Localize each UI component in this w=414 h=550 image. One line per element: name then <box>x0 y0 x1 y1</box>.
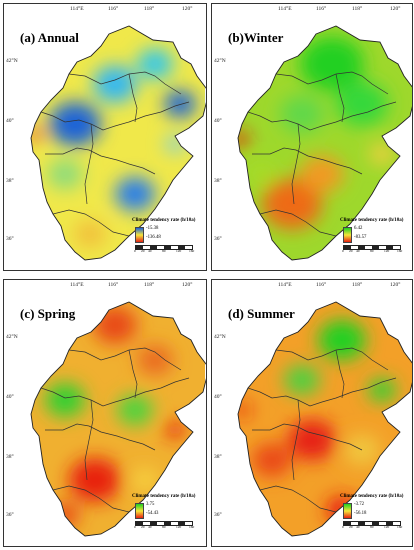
panel-title: (c) Spring <box>20 306 76 321</box>
longitude-label: 120° <box>390 6 401 12</box>
latitude-label: 40° <box>214 118 222 124</box>
scale-bar <box>135 521 193 526</box>
scale-bar-label: 0 <box>134 249 136 253</box>
legend: Climate tendency rate (h/10a) 6.42 -83.57 0… <box>340 218 410 258</box>
longitude-label: 116° <box>316 6 327 12</box>
scale-bar <box>343 245 401 250</box>
legend-title: Climate tendency rate (h/10a) <box>132 494 196 499</box>
scale-bar-label: 160 <box>189 249 195 253</box>
latitude-label: 42°N <box>6 334 18 340</box>
legend-title: Climate tendency rate (h/10a) <box>340 494 404 499</box>
scale-bar-label: 80 <box>370 249 374 253</box>
legend-color-ramp <box>343 227 352 243</box>
map-spring <box>30 301 206 537</box>
longitude-label: 114°E <box>278 6 292 12</box>
scale-bar-label: 80 <box>162 525 166 529</box>
scale-bar-label: 80 <box>370 525 374 529</box>
latitude-label: 36° <box>214 512 222 518</box>
region-outline <box>237 301 412 537</box>
longitude-label: 116° <box>108 282 119 288</box>
map-panel-annual: (a) Annual 114°E 116° 118° 120° 42°N 40° 38° 36°… <box>3 3 207 271</box>
longitude-label: 120° <box>182 282 193 288</box>
scale-bar-label: 120 <box>176 249 182 253</box>
scale-bar-label: 40 <box>148 249 152 253</box>
scale-bar-label: 160 <box>189 525 195 529</box>
scale-bar-label: 0 <box>134 525 136 529</box>
latitude-label: 38° <box>6 178 14 184</box>
legend-high-value: 6.42 <box>354 226 363 231</box>
latitude-label: 42°N <box>214 334 226 340</box>
legend-low-value: -136.48 <box>146 235 161 240</box>
legend-color-ramp <box>343 503 352 519</box>
latitude-label: 40° <box>6 118 14 124</box>
scale-bar-label: 0 <box>342 525 344 529</box>
legend-title: Climate tendency rate (h/10a) <box>340 218 404 223</box>
longitude-label: 120° <box>390 282 401 288</box>
panel-title: (b)Winter <box>228 30 284 45</box>
longitude-label: 116° <box>108 6 119 12</box>
legend-low-value: -56.18 <box>354 511 367 516</box>
region-outline <box>237 25 412 261</box>
region-outline <box>30 25 206 261</box>
legend-low-value: -54.43 <box>146 511 159 516</box>
map-panel-spring: (c) Spring 114°E 116° 118° 120° 42°N 40° 38° 36°… <box>3 279 207 547</box>
latitude-label: 36° <box>214 236 222 242</box>
longitude-label: 114°E <box>278 282 292 288</box>
map-panel-summer: (d) Summer 114°E 116° 118° 120° 42°N 40° 38° 36°… <box>211 279 413 547</box>
scale-bar-label: 160 <box>397 525 403 529</box>
latitude-label: 38° <box>214 454 222 460</box>
scale-bar <box>135 245 193 250</box>
longitude-label: 118° <box>144 282 155 288</box>
legend-high-value: -3.72 <box>354 502 364 507</box>
legend-high-value: -15.38 <box>146 226 159 231</box>
scale-bar-label: 20 <box>349 525 353 529</box>
map-annual <box>30 25 206 261</box>
longitude-label: 118° <box>144 6 155 12</box>
latitude-label: 38° <box>214 178 222 184</box>
map-winter <box>237 25 412 261</box>
legend: Climate tendency rate (h/10a) 3.75 -54.43 0… <box>132 494 202 534</box>
latitude-label: 40° <box>214 394 222 400</box>
latitude-label: 42°N <box>6 58 18 64</box>
legend-high-value: 3.75 <box>146 502 155 507</box>
region-outline <box>30 301 206 537</box>
scale-bar-label: 20 <box>141 249 145 253</box>
legend-color-ramp <box>135 227 144 243</box>
panel-title: (d) Summer <box>228 306 295 321</box>
scale-bar-label: 20 <box>141 525 145 529</box>
scale-bar-label: 0 <box>342 249 344 253</box>
scale-bar-label: 40 <box>356 249 360 253</box>
longitude-label: 118° <box>352 282 363 288</box>
latitude-label: 42°N <box>214 58 226 64</box>
scale-bar-label: 40 <box>148 525 152 529</box>
map-summer <box>237 301 412 537</box>
map-panel-winter: (b)Winter 114°E 116° 118° 120° 42°N 40° 38° 36° C… <box>211 3 413 271</box>
scale-bar-label: 80 <box>162 249 166 253</box>
scale-bar-label: 120 <box>384 249 390 253</box>
legend-title: Climate tendency rate (h/10a) <box>132 218 196 223</box>
latitude-label: 36° <box>6 236 14 242</box>
scale-bar-label: 120 <box>384 525 390 529</box>
longitude-label: 120° <box>182 6 193 12</box>
longitude-label: 116° <box>316 282 327 288</box>
longitude-label: 114°E <box>70 6 84 12</box>
scale-bar <box>343 521 401 526</box>
legend: Climate tendency rate (h/10a) -3.72 -56.18… <box>340 494 410 534</box>
legend-low-value: -83.57 <box>354 235 367 240</box>
panel-title: (a) Annual <box>20 30 79 45</box>
scale-bar-label: 160 <box>397 249 403 253</box>
longitude-label: 114°E <box>70 282 84 288</box>
latitude-label: 38° <box>6 454 14 460</box>
legend: Climate tendency rate (h/10a) -15.38 -136.… <box>132 218 202 258</box>
latitude-label: 36° <box>6 512 14 518</box>
legend-color-ramp <box>135 503 144 519</box>
scale-bar-label: 40 <box>356 525 360 529</box>
scale-bar-label: 120 <box>176 525 182 529</box>
scale-bar-label: 20 <box>349 249 353 253</box>
longitude-label: 118° <box>352 6 363 12</box>
latitude-label: 40° <box>6 394 14 400</box>
